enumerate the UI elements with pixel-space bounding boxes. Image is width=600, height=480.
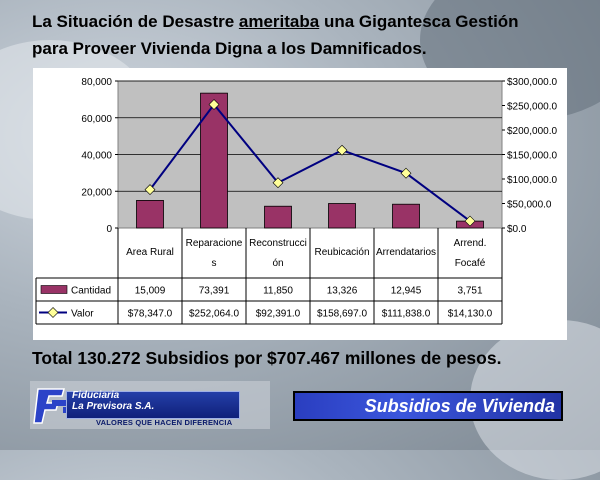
table-cell-value: $14,130.0	[448, 309, 493, 320]
y-right-tick-label: $50,000.0	[507, 200, 552, 211]
table-cell-value: $158,697.0	[317, 309, 367, 320]
y-left-tick-label: 40,000	[81, 151, 112, 162]
legend-key-cantidad	[40, 285, 68, 294]
category-label: ón	[272, 258, 283, 269]
title-line1-part2: una Gigantesca Gestión	[319, 12, 519, 31]
bar	[200, 92, 228, 229]
y-right-tick-label: $100,000.0	[507, 175, 557, 186]
valor-point	[400, 167, 412, 179]
title-line2: para Proveer Vivienda Digna a los Damnif…	[32, 39, 427, 58]
combo-chart: 0 20,000 40,000 60,000 80,000 $0.0 $50,000.0 $1…	[35, 77, 557, 325]
category-label: Arrendatarios	[376, 247, 436, 258]
valor-point	[464, 215, 476, 227]
y-right-tick-label: $200,000.0	[507, 126, 557, 137]
category-label: Reparacione	[186, 238, 243, 249]
table-cell-value: 73,391	[199, 286, 230, 297]
table-cell-value: 15,009	[135, 286, 166, 297]
logo-text-panel	[66, 391, 240, 419]
table-cell-value: $111,838.0	[382, 309, 431, 320]
table-cell-value: $92,391.0	[256, 309, 301, 320]
bar	[328, 203, 356, 229]
valor-point	[144, 184, 156, 196]
title-line1-underlined-word: ameritaba	[238, 12, 320, 31]
y-left-tick-label: 0	[106, 224, 112, 235]
total-summary: Total 130.272 Subsidios por $707.467 mil…	[32, 348, 502, 368]
category-label: Reubicación	[314, 247, 369, 258]
table-cell-value: 12,945	[391, 286, 422, 297]
valor-line	[149, 102, 471, 222]
page-title: La Situación de Desastre ameritaba una G…	[32, 8, 552, 62]
legend-key-valor-marker	[47, 307, 59, 318]
logo-slogan: VALORES QUE HACEN DIFERENCIA	[96, 418, 233, 427]
table-cell-value: 3,751	[457, 286, 482, 297]
valor-point	[336, 144, 348, 156]
bar	[392, 203, 420, 229]
series-name: Cantidad	[71, 286, 111, 297]
category-label: Arrend.	[454, 238, 487, 249]
category-label: Focafé	[455, 258, 486, 269]
subsidios-de-vivienda-button[interactable]: Subsidios de Vivienda	[293, 391, 563, 421]
bar	[136, 200, 164, 229]
category-label: s	[212, 258, 217, 269]
category-label: Reconstrucci	[249, 238, 307, 249]
y-left-tick-label: 80,000	[81, 77, 112, 88]
y-right-tick-label: $250,000.0	[507, 102, 557, 113]
y-left-tick-label: 60,000	[81, 114, 112, 125]
bar	[264, 205, 292, 229]
series-name: Valor	[71, 309, 94, 320]
logo-line1: Fiduciaria	[72, 390, 120, 401]
table-cell-value: 11,850	[263, 286, 293, 297]
table-cell-value: 13,326	[327, 286, 358, 297]
table-cell-value: $78,347.0	[128, 309, 173, 320]
y-right-tick-label: $300,000.0	[507, 77, 557, 88]
chart-panel: 0 20,000 40,000 60,000 80,000 $0.0 $50,000.0 $1…	[33, 68, 567, 340]
valor-point	[208, 99, 220, 110]
title-line1-part1: La Situación de Desastre	[32, 12, 239, 31]
valor-point	[272, 177, 284, 189]
y-left-tick-label: 20,000	[81, 187, 112, 198]
category-label: Area Rural	[126, 247, 174, 258]
table-cell-value: $252,064.0	[189, 309, 239, 320]
y-right-tick-label: $0.0	[507, 224, 527, 235]
y-right-tick-label: $150,000.0	[507, 151, 557, 162]
logo-line2: La Previsora S.A.	[72, 401, 155, 412]
